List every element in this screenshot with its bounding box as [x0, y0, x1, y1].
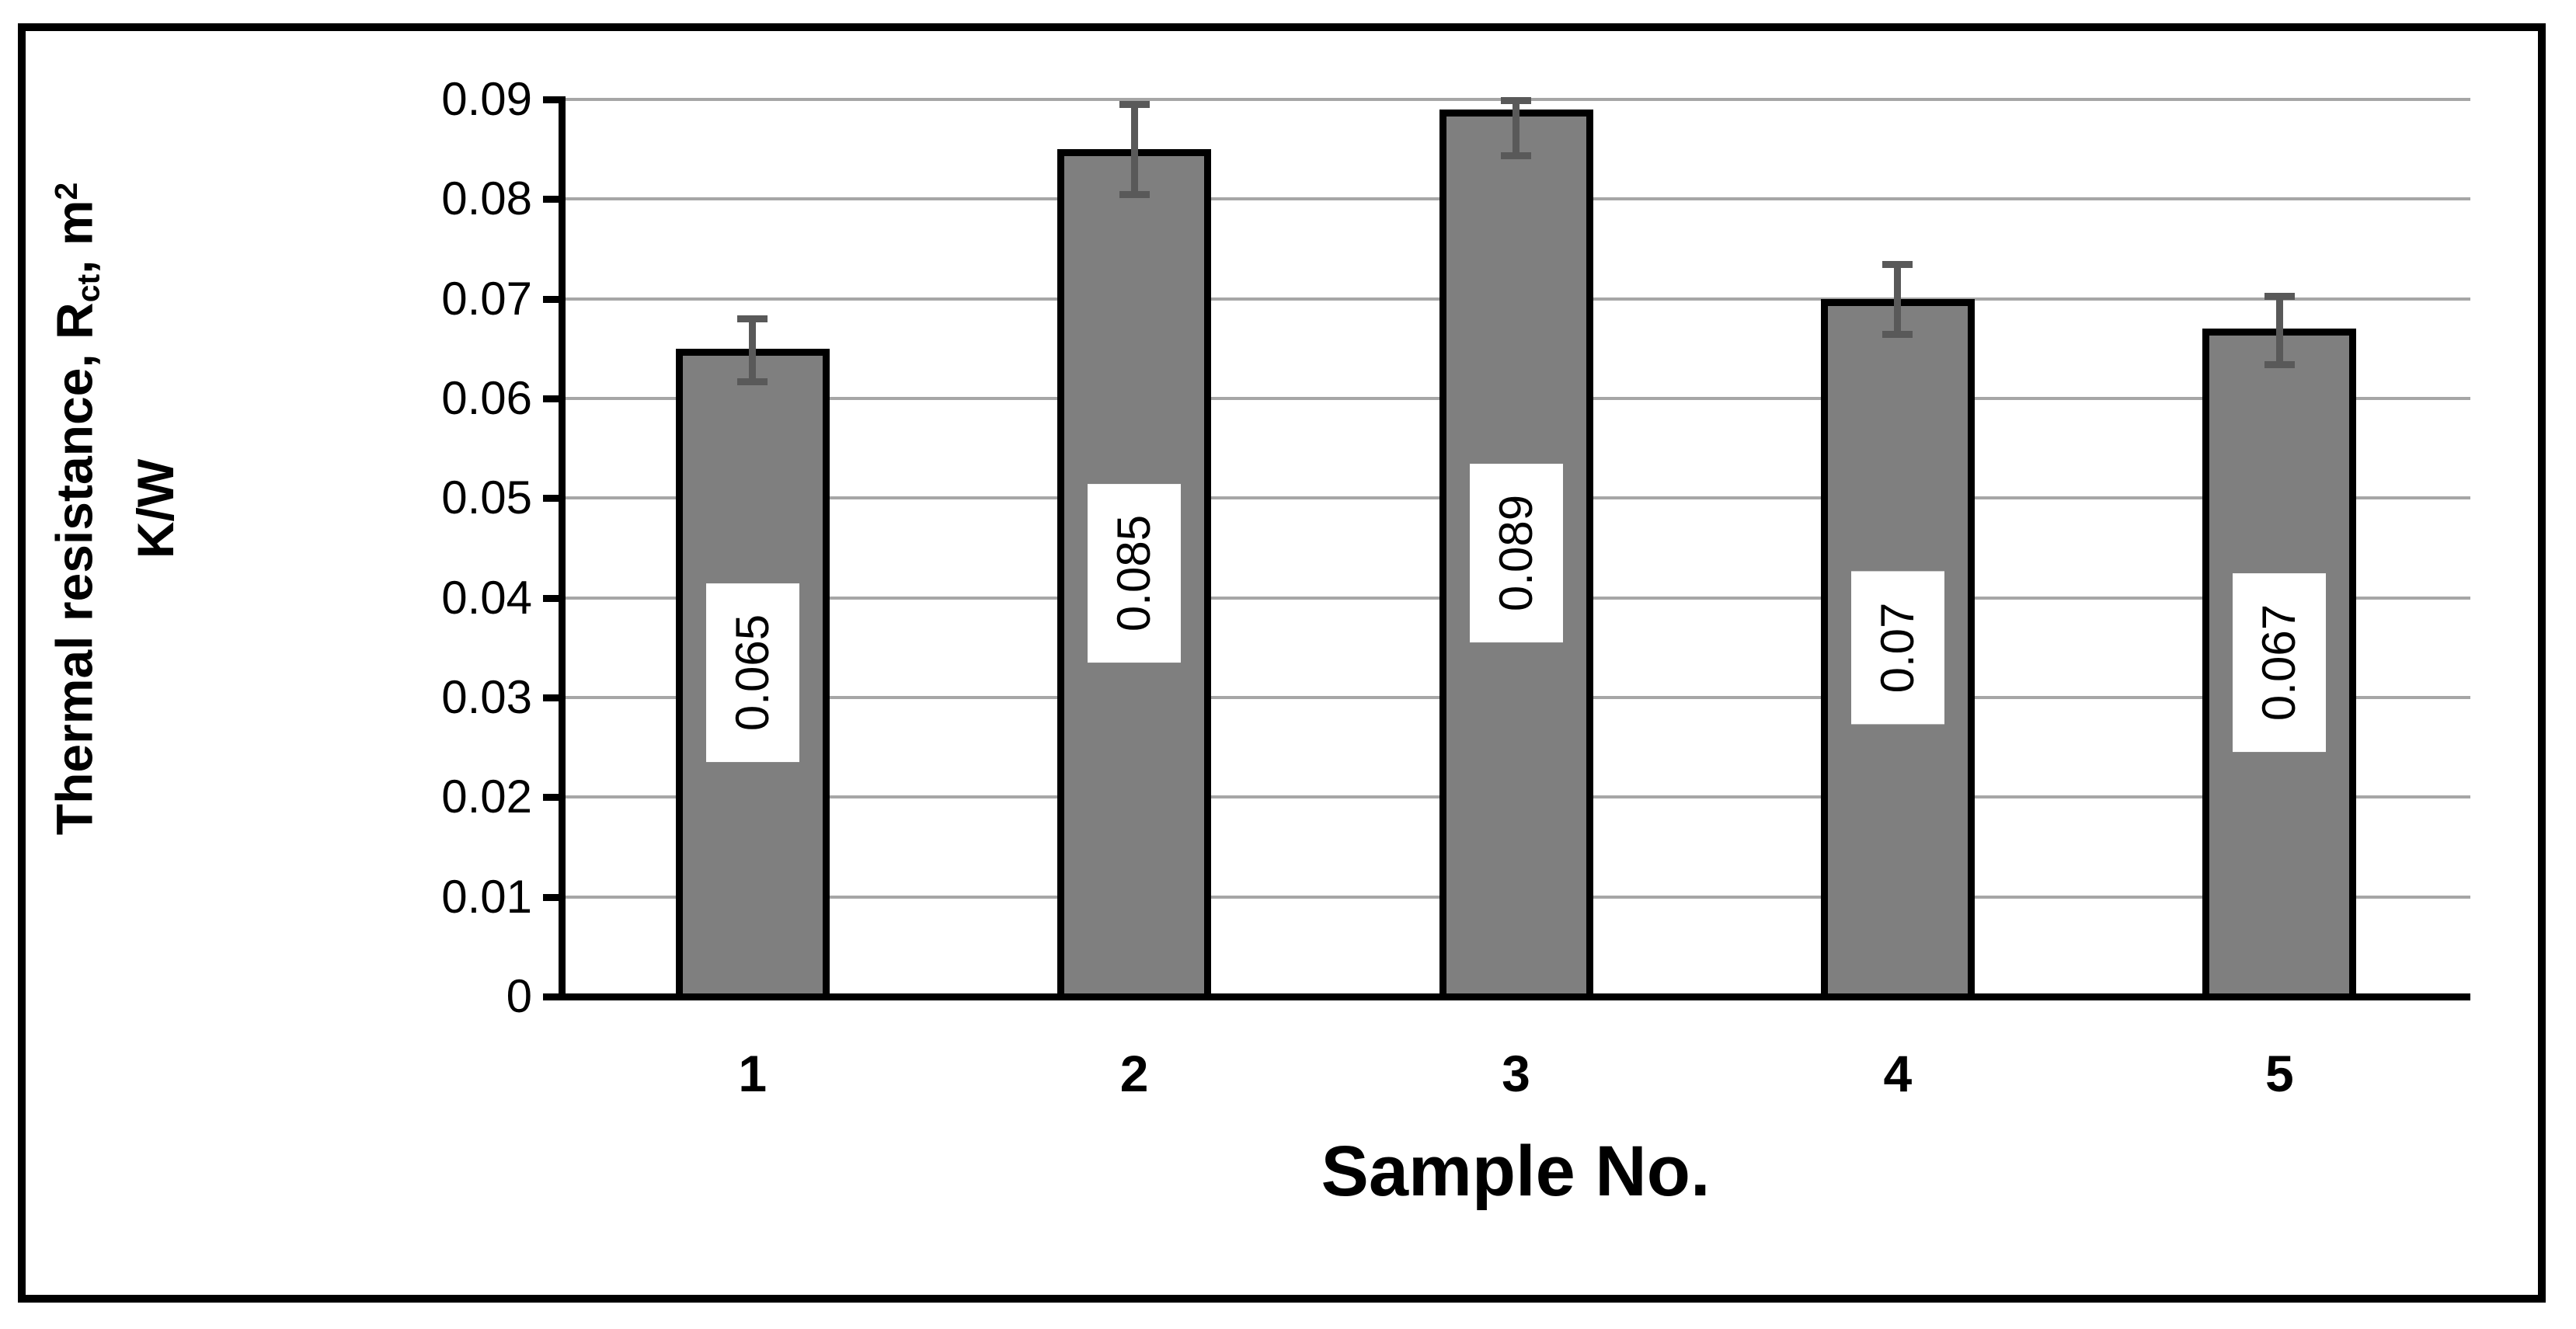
y-tick-mark [543, 295, 562, 303]
y-axis-title: Thermal resistance, Rct, m2 K/W [33, 19, 184, 998]
x-tick-label: 2 [1119, 1045, 1149, 1102]
y-axis-line [559, 96, 566, 1000]
y-tick-label: 0.01 [441, 870, 532, 923]
error-bar-line [1513, 100, 1519, 155]
y-tick-mark [543, 196, 562, 204]
error-bar-cap-top [1882, 260, 1913, 268]
error-bar-line [2275, 295, 2283, 365]
error-bar-cap-bottom [1882, 330, 1913, 338]
y-tick-label: 0.03 [441, 671, 532, 723]
error-bar-cap-bottom [737, 378, 768, 386]
error-bar-line [1130, 104, 1138, 194]
y-axis-title-superscript: 2 [48, 182, 84, 200]
error-bar-line [1894, 263, 1902, 334]
error-bar-cap-top [2264, 292, 2295, 300]
x-tick-label: 4 [1883, 1045, 1913, 1102]
error-bar-cap-top [1501, 97, 1531, 105]
bar-data-label: 0.067 [2233, 573, 2327, 753]
bar-data-label: 0.065 [705, 583, 799, 762]
bar-data-label: 0.07 [1850, 571, 1944, 725]
y-tick-label: 0.02 [441, 771, 532, 823]
y-tick-mark [543, 395, 562, 402]
error-bar-line [749, 318, 757, 382]
y-tick-label: 0.07 [441, 272, 532, 325]
y-tick-mark [543, 594, 562, 602]
error-bar-cap-bottom [1501, 151, 1531, 159]
y-axis-title-line2: K/W [126, 458, 184, 559]
x-tick-label: 3 [1502, 1045, 1530, 1102]
y-tick-mark [543, 96, 562, 103]
x-tick-label: 1 [738, 1045, 768, 1102]
chart-frame [18, 23, 2546, 1303]
y-tick-mark [543, 893, 562, 901]
y-tick-label: 0.04 [441, 571, 532, 624]
y-tick-label: 0.08 [441, 172, 532, 225]
error-bar-cap-bottom [1119, 190, 1150, 198]
y-tick-label: 0.05 [441, 471, 532, 524]
bar-data-label: 0.089 [1469, 463, 1563, 642]
y-axis-title-subscript: ct [70, 273, 106, 303]
y-tick-label: 0.09 [441, 73, 532, 125]
x-axis-line [543, 993, 2470, 1000]
y-tick-mark [543, 495, 562, 503]
y-axis-title-line1: Thermal resistance, Rct, m2 [45, 182, 106, 836]
error-bar-cap-top [1119, 101, 1150, 109]
y-tick-mark [543, 694, 562, 701]
error-bar-cap-bottom [2264, 361, 2295, 369]
x-tick-label: 5 [2264, 1045, 2294, 1102]
bar-data-label: 0.085 [1088, 483, 1182, 663]
y-tick-label: 0.06 [441, 372, 532, 424]
y-tick-mark [543, 794, 562, 802]
y-tick-label: 0 [506, 970, 532, 1022]
error-bar-cap-top [737, 315, 768, 323]
x-axis-title: Sample No. [1321, 1132, 1711, 1211]
